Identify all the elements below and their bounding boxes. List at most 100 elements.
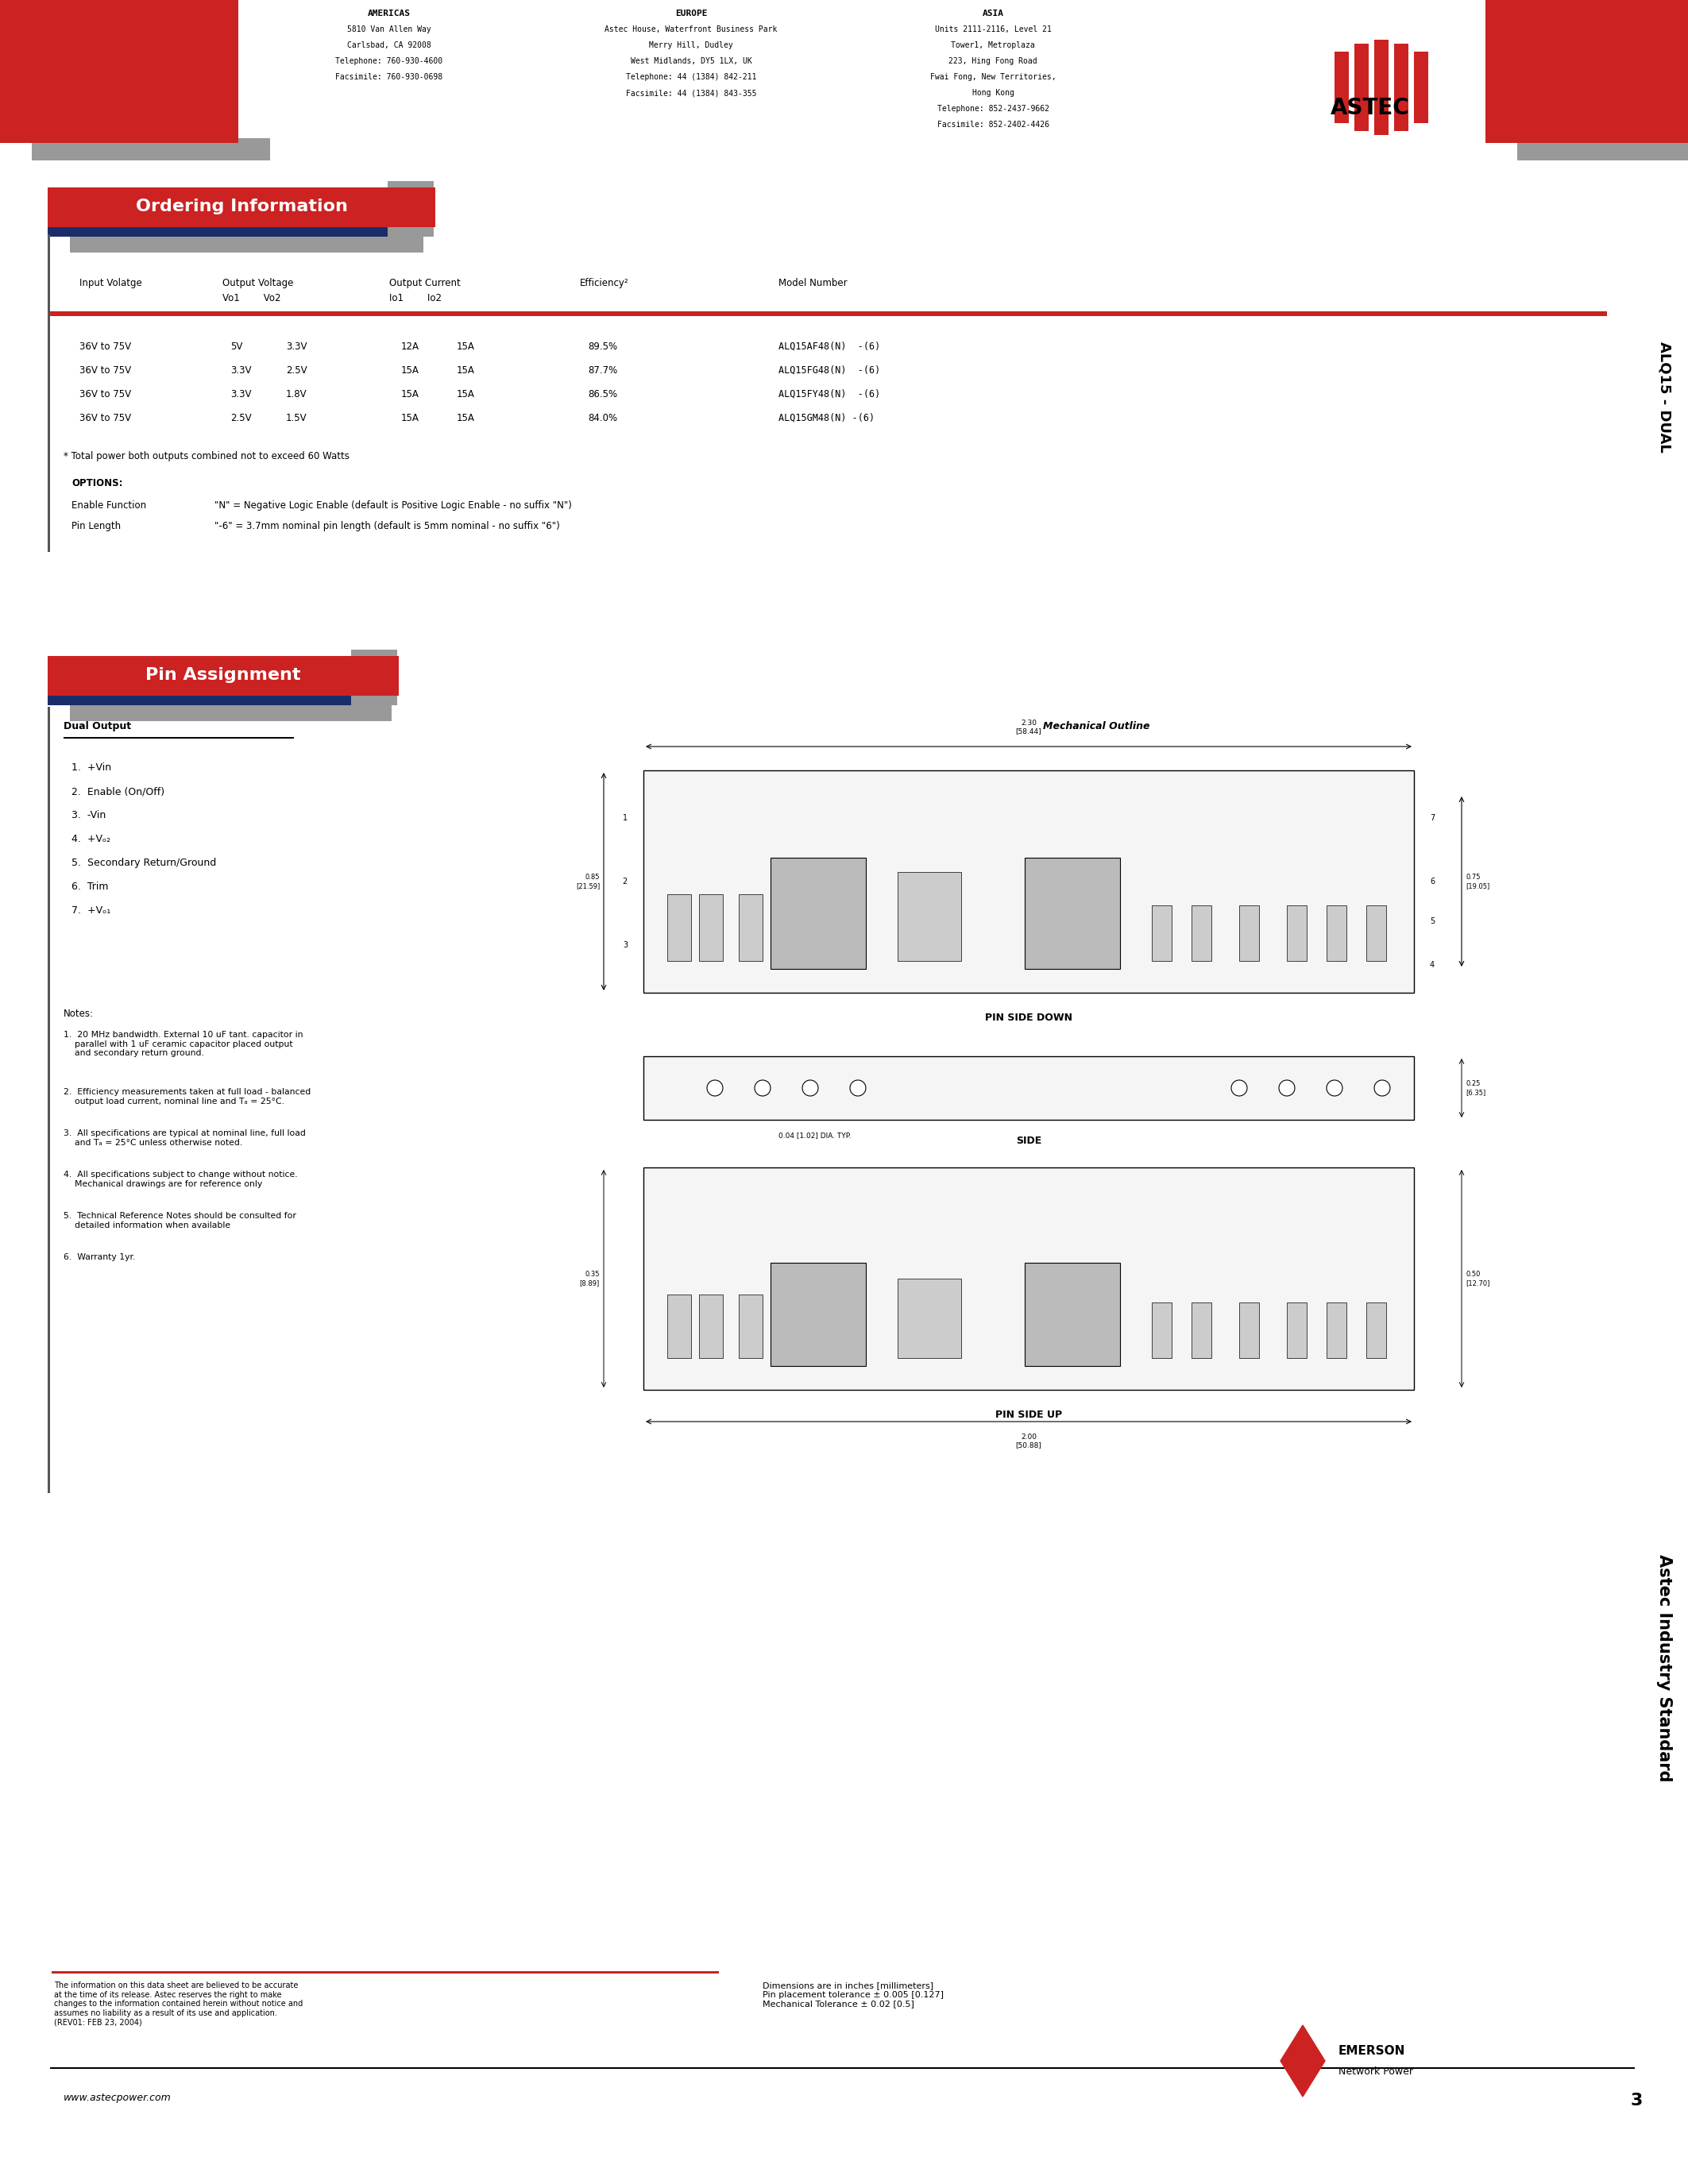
Bar — [0, 0, 238, 142]
Text: 4: 4 — [1430, 961, 1435, 970]
Bar — [699, 893, 722, 961]
Bar — [1518, 138, 1688, 159]
Text: Io1        Io2: Io1 Io2 — [390, 293, 442, 304]
Text: 7: 7 — [1430, 815, 1435, 821]
Text: Notes:: Notes: — [64, 1009, 95, 1020]
Text: SIDE: SIDE — [1016, 1136, 1041, 1147]
Text: ALQ15FG48(N)  -(6): ALQ15FG48(N) -(6) — [778, 365, 881, 376]
Bar — [47, 194, 402, 236]
Text: 3.3V: 3.3V — [230, 365, 252, 376]
Text: 0.50
[12.70]: 0.50 [12.70] — [1465, 1271, 1491, 1286]
Circle shape — [1280, 1081, 1295, 1096]
Bar — [1327, 1302, 1347, 1358]
Text: 6: 6 — [1430, 878, 1435, 885]
Bar — [667, 1295, 690, 1358]
Text: 3.  All specifications are typical at nominal line, full load
    and Tₐ = 25°C : 3. All specifications are typical at nom… — [64, 1129, 306, 1147]
Text: 1.8V: 1.8V — [285, 389, 307, 400]
Text: Telephone: 44 (1384) 842-211: Telephone: 44 (1384) 842-211 — [626, 72, 756, 81]
Text: Input Volatge: Input Volatge — [79, 277, 142, 288]
Text: 36V to 75V: 36V to 75V — [79, 341, 132, 352]
Text: ALQ15AF48(N)  -(6): ALQ15AF48(N) -(6) — [778, 341, 881, 352]
Bar — [1485, 0, 1688, 142]
Text: 36V to 75V: 36V to 75V — [79, 365, 132, 376]
Circle shape — [1374, 1081, 1391, 1096]
Text: 4.  All specifications subject to change without notice.
    Mechanical drawings: 4. All specifications subject to change … — [64, 1171, 297, 1188]
Bar — [351, 649, 397, 705]
Bar — [898, 871, 960, 961]
Circle shape — [707, 1081, 722, 1096]
Text: ASTEC: ASTEC — [1330, 96, 1409, 120]
Text: 1.  20 MHz bandwidth. External 10 uF tant. capacitor in
    parallel with 1 uF c: 1. 20 MHz bandwidth. External 10 uF tant… — [64, 1031, 304, 1057]
Bar — [699, 1295, 722, 1358]
Text: Hong Kong: Hong Kong — [972, 90, 1014, 96]
Text: ALQ15GM48(N) -(6): ALQ15GM48(N) -(6) — [778, 413, 874, 424]
Text: The information on this data sheet are believed to be accurate
at the time of it: The information on this data sheet are b… — [54, 1981, 302, 2027]
Text: 15A: 15A — [457, 389, 474, 400]
Bar — [643, 771, 1415, 994]
Text: 1.  +Vin: 1. +Vin — [71, 762, 111, 773]
Text: 5: 5 — [1430, 917, 1435, 926]
Text: 7.  +Vₒ₁: 7. +Vₒ₁ — [71, 906, 111, 915]
Text: Fwai Fong, New Territories,: Fwai Fong, New Territories, — [930, 72, 1057, 81]
Bar — [643, 1168, 1415, 1389]
Bar — [1335, 52, 1349, 122]
Text: Pin Assignment: Pin Assignment — [145, 666, 300, 684]
Text: 5.  Secondary Return/Ground: 5. Secondary Return/Ground — [71, 858, 216, 867]
Text: 3.3V: 3.3V — [230, 389, 252, 400]
Text: 2.  Enable (On/Off): 2. Enable (On/Off) — [71, 786, 164, 797]
Text: 3: 3 — [1631, 2092, 1642, 2108]
Polygon shape — [1281, 2025, 1325, 2097]
Bar — [1239, 1302, 1259, 1358]
Bar — [770, 1262, 866, 1365]
Bar — [47, 655, 398, 697]
Text: 84.0%: 84.0% — [587, 413, 618, 424]
Text: PIN SIDE DOWN: PIN SIDE DOWN — [986, 1013, 1072, 1022]
Bar — [643, 1057, 1415, 1120]
Bar — [1239, 906, 1259, 961]
Text: Telephone: 760-930-4600: Telephone: 760-930-4600 — [336, 57, 442, 66]
Bar — [739, 1295, 763, 1358]
Bar — [1374, 39, 1389, 135]
Text: 2.5V: 2.5V — [285, 365, 307, 376]
Text: 4.  +Vₒ₂: 4. +Vₒ₂ — [71, 834, 110, 845]
Text: Astec Industry Standard: Astec Industry Standard — [1656, 1555, 1673, 1782]
Text: 15A: 15A — [457, 341, 474, 352]
Text: 223, Hing Fong Road: 223, Hing Fong Road — [949, 57, 1036, 66]
Text: Enable Function: Enable Function — [71, 500, 147, 511]
Bar — [898, 1278, 960, 1358]
Bar — [32, 138, 270, 159]
Text: "N" = Negative Logic Enable (default is Positive Logic Enable - no suffix "N"): "N" = Negative Logic Enable (default is … — [214, 500, 572, 511]
Circle shape — [802, 1081, 819, 1096]
Text: 0.85
[21.59]: 0.85 [21.59] — [576, 874, 599, 889]
Circle shape — [1327, 1081, 1342, 1096]
Bar — [1394, 44, 1408, 131]
Text: ASIA: ASIA — [982, 9, 1004, 17]
Bar — [770, 858, 866, 970]
Text: Telephone: 852-2437-9662: Telephone: 852-2437-9662 — [937, 105, 1048, 114]
Text: 1.5V: 1.5V — [285, 413, 307, 424]
Bar — [0, 0, 1688, 164]
Text: Facsimile: 852-2402-4426: Facsimile: 852-2402-4426 — [937, 120, 1048, 129]
Text: 2.  Efficiency measurements taken at full load - balanced
    output load curren: 2. Efficiency measurements taken at full… — [64, 1088, 311, 1105]
Bar — [1192, 1302, 1212, 1358]
Text: 0.25
[6.35]: 0.25 [6.35] — [1465, 1081, 1485, 1096]
Bar — [1286, 1302, 1307, 1358]
Text: 15A: 15A — [457, 365, 474, 376]
Text: 0.04 [1.02] DIA. TYP.: 0.04 [1.02] DIA. TYP. — [778, 1131, 851, 1138]
Text: Output Current: Output Current — [390, 277, 461, 288]
Text: 3.  -Vin: 3. -Vin — [71, 810, 106, 821]
Bar — [47, 234, 51, 553]
Text: Dual Output: Dual Output — [64, 721, 132, 732]
Bar — [47, 664, 370, 705]
Text: AMERICAS: AMERICAS — [368, 9, 410, 17]
Bar — [1151, 906, 1171, 961]
Circle shape — [851, 1081, 866, 1096]
Text: 2: 2 — [623, 878, 628, 885]
Text: 3: 3 — [623, 941, 628, 950]
Text: Ordering Information: Ordering Information — [135, 199, 348, 214]
Text: www.astecpower.com: www.astecpower.com — [64, 2092, 172, 2103]
Text: 12A: 12A — [402, 341, 419, 352]
Text: Facsimile: 44 (1384) 843-355: Facsimile: 44 (1384) 843-355 — [626, 90, 756, 96]
Bar — [739, 893, 763, 961]
Text: West Midlands, DY5 1LX, UK: West Midlands, DY5 1LX, UK — [630, 57, 751, 66]
